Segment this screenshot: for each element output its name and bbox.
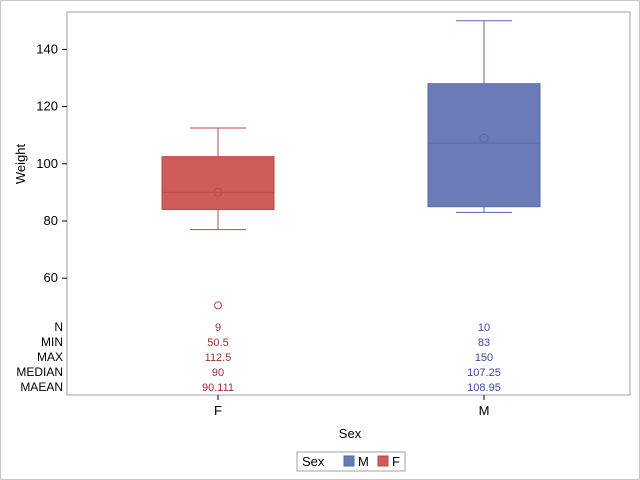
iqr-box xyxy=(161,156,275,211)
y-tick-label: 60 xyxy=(44,270,58,285)
stat-value-f: 50.5 xyxy=(207,337,228,349)
stat-value-f: 90.111 xyxy=(202,382,234,394)
y-tick-label: 120 xyxy=(36,99,58,114)
plot-area xyxy=(66,11,631,396)
stat-value-m: 107.25 xyxy=(467,367,501,379)
stat-value-m: 150 xyxy=(475,352,493,364)
stat-row-label: MAX xyxy=(37,350,63,364)
stat-value-f: 9 xyxy=(215,322,221,334)
box-m xyxy=(427,20,541,213)
mean-marker xyxy=(213,187,223,197)
x-tick-label: F xyxy=(214,403,222,418)
box-f xyxy=(161,127,275,310)
mean-marker xyxy=(479,133,489,143)
legend-swatch-m xyxy=(343,455,355,467)
y-tick-label: 100 xyxy=(36,156,58,171)
stat-row-label: MEDIAN xyxy=(16,365,63,379)
x-axis-label: Sex xyxy=(339,426,362,441)
legend-entry-f: F xyxy=(392,454,400,469)
y-axis-label: Weight xyxy=(13,144,28,185)
legend-entry-m: M xyxy=(358,454,369,469)
box-series xyxy=(161,20,541,310)
stat-row-label: MAEAN xyxy=(20,380,63,394)
stat-value-f: 112.5 xyxy=(205,352,232,364)
y-axis-ticks: 60 80 100 120 140 xyxy=(36,41,67,285)
stat-value-f: 90 xyxy=(212,367,224,379)
stat-value-m: 10 xyxy=(478,322,490,334)
stat-row-label: N xyxy=(54,320,63,334)
legend-title: Sex xyxy=(302,454,325,469)
stat-value-m: 83 xyxy=(478,337,490,349)
stat-value-m: 108.95 xyxy=(467,382,501,394)
iqr-box xyxy=(427,83,541,208)
legend-swatch-f xyxy=(377,455,389,467)
outlier-point xyxy=(214,301,222,310)
y-tick-label: 140 xyxy=(36,41,58,56)
x-tick-label: M xyxy=(479,403,490,418)
y-tick-label: 80 xyxy=(44,213,58,228)
legend: Sex M F xyxy=(296,451,406,472)
stat-row-label: MIN xyxy=(41,335,63,349)
